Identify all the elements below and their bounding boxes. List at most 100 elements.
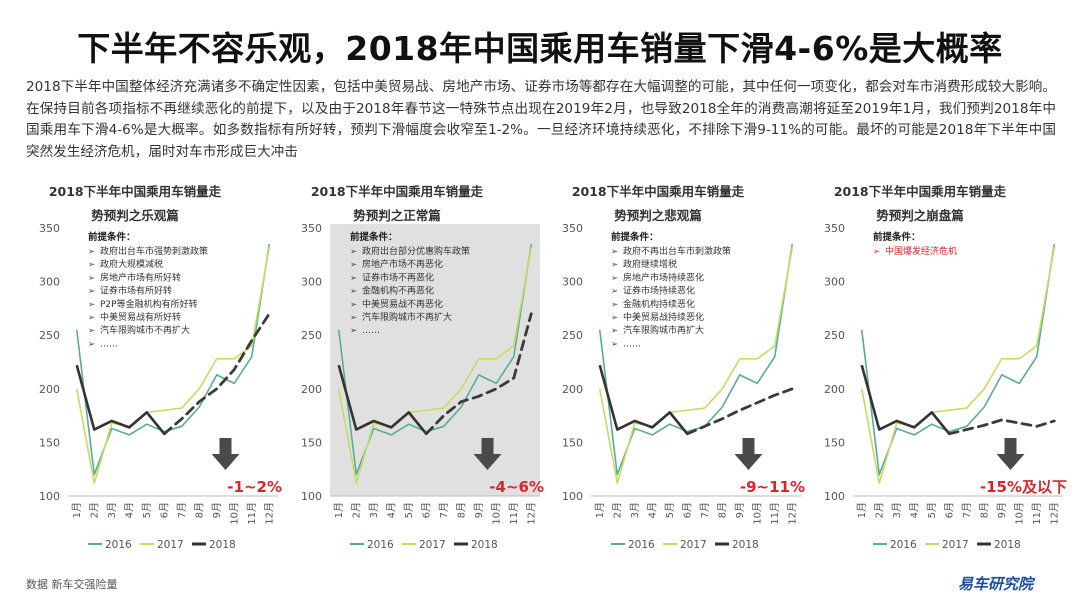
chart-0-x-tick-label: 12月: [263, 502, 275, 525]
chart-3-x-tick-label: 5月: [926, 502, 938, 518]
chart-3-series-line-2018: [860, 364, 951, 435]
chart-0-x-tick-label: 3月: [106, 502, 118, 518]
chart-0-y-tick-label: 350: [39, 222, 60, 235]
chart-0-legend-label: 2018: [209, 539, 236, 551]
chart-title-line2: 势预判之崩盘篇: [876, 208, 964, 223]
chart-1-x-tick-label: 11月: [508, 502, 520, 525]
chart-panel-pessimistic: 100 150 200 250 300 350 1月 2月 3月 4月 5月 6月 7月 8月 9月 10月 1…: [553, 178, 818, 558]
chart-1-premise-bullet: ➢: [350, 260, 357, 270]
chart-2-premise-item: ……: [623, 339, 641, 349]
chart-1-premise-bullet: ➢: [350, 273, 357, 283]
chart-1-premise-bullet: ➢: [350, 287, 357, 297]
chart-3-down-arrow-icon: [996, 438, 1025, 470]
chart-3-legend-label: 2018: [994, 539, 1021, 551]
chart-2-premise-item: 汽车限购城市再扩大: [623, 324, 704, 336]
chart-2-premise-bullet: ➢: [611, 326, 618, 336]
chart-2-premise-bullet: ➢: [611, 273, 618, 283]
chart-0-x-tick-label: 6月: [158, 502, 170, 518]
chart-3-legend-label: 2016: [890, 539, 917, 551]
chart-2-x-tick-label: 3月: [629, 502, 641, 518]
chart-0-x-tick-label: 4月: [123, 502, 135, 518]
chart-svg-optimistic: 100 150 200 250 300 350 1月 2月 3月 4月 5月 6月 7月 8月 9月 10月 1…: [39, 222, 282, 551]
chart-0-premise-bullet: ➢: [88, 260, 95, 270]
chart-2-series-line-2017: [598, 247, 794, 484]
chart-0-premise-bullet: ➢: [88, 300, 95, 310]
chart-0-premise-bullet: ➢: [88, 247, 95, 257]
chart-2-y-tick-label: 200: [562, 383, 583, 396]
chart-2-premise-item: 政府不再出台车市刺激政策: [623, 245, 731, 257]
chart-2-premise-bullet: ➢: [611, 300, 618, 310]
chart-1-series-line-2016: [337, 243, 533, 476]
chart-title-line2: 势预判之悲观篇: [614, 208, 702, 223]
chart-0-x-tick-label: 5月: [141, 502, 153, 518]
chart-title-normal: 2018下半年中国乘用车销量走 势预判之正常篇: [292, 180, 502, 228]
chart-2-premise-bullet: ➢: [611, 313, 618, 323]
chart-title-line2: 势预判之正常篇: [353, 208, 441, 223]
chart-title-line1: 2018下半年中国乘用车销量走: [833, 184, 1007, 199]
chart-3-result-label: -15%及以下: [980, 478, 1067, 496]
chart-0-y-tick-label: 100: [39, 490, 60, 503]
chart-1-down-arrow-icon: [473, 438, 502, 470]
chart-2-x-tick-label: 8月: [716, 502, 728, 518]
chart-title-line1: 2018下半年中国乘用车销量走: [571, 184, 745, 199]
chart-1-premise-item: 金融机构不再恶化: [362, 285, 434, 297]
chart-2-y-tick-label: 350: [562, 222, 583, 235]
chart-0-premise-item: 房地产市场有所好转: [100, 271, 181, 283]
chart-2-x-tick-label: 6月: [681, 502, 693, 518]
chart-1-x-tick-label: 10月: [490, 502, 502, 525]
chart-0-premise-bullet: ➢: [88, 339, 95, 349]
chart-3-y-tick-label: 350: [824, 222, 845, 235]
chart-1-y-tick-label: 100: [301, 490, 322, 503]
chart-svg-pessimistic: 100 150 200 250 300 350 1月 2月 3月 4月 5月 6月 7月 8月 9月 10月 1…: [562, 222, 805, 551]
chart-1-premise-item: ……: [362, 326, 380, 336]
chart-3-x-tick-label: 2月: [873, 502, 885, 518]
chart-0-x-tick-label: 2月: [88, 502, 100, 518]
chart-2-legend-label: 2017: [680, 539, 707, 551]
chart-0-forecast-line: [162, 312, 271, 436]
chart-3-series-line-2017: [860, 247, 1056, 484]
chart-2-x-tick-label: 12月: [786, 502, 798, 525]
chart-2-premise-bullet: ➢: [611, 287, 618, 297]
chart-2-x-tick-label: 1月: [594, 502, 606, 518]
data-source-note: 数据 新车交强险量: [26, 578, 118, 591]
chart-2-x-tick-label: 7月: [699, 502, 711, 518]
chart-1-x-tick-label: 12月: [525, 502, 537, 525]
chart-3-x-tick-label: 12月: [1048, 502, 1060, 525]
chart-1-premise-bullet: ➢: [350, 247, 357, 257]
chart-0-premise-item: ……: [100, 339, 118, 349]
chart-3-premise-label: 前提条件：: [873, 231, 921, 243]
chart-0-y-tick-label: 300: [39, 276, 60, 289]
chart-2-premise-item: 中美贸易战持续恶化: [623, 311, 704, 323]
chart-2-y-tick-label: 250: [562, 329, 583, 342]
chart-2-x-tick-label: 2月: [611, 502, 623, 518]
chart-1-y-tick-label: 150: [301, 436, 322, 449]
page-title: 下半年不容乐观，2018年中国乘用车销量下滑4-6%是大概率: [77, 29, 1003, 68]
chart-1-series-line-2017: [337, 247, 533, 484]
chart-2-result-label: -9~11%: [740, 478, 805, 496]
chart-2-forecast-line: [685, 387, 794, 436]
chart-2-premise-item: 房地产市场持续恶化: [623, 271, 704, 283]
chart-1-premise-bullet: ➢: [350, 326, 357, 336]
chart-3-x-tick-label: 6月: [943, 502, 955, 518]
chart-3-y-tick-label: 150: [824, 436, 845, 449]
chart-panel-optimistic: 100 150 200 250 300 350 1月 2月 3月 4月 5月 6月 7月 8月 9月 10月 1…: [30, 178, 295, 558]
chart-2-x-tick-label: 4月: [646, 502, 658, 518]
chart-1-y-tick-label: 250: [301, 329, 322, 342]
chart-1-premise-item: 汽车限购城市不再扩大: [362, 311, 452, 323]
chart-0-premise-item: 证券市场有所好转: [100, 285, 172, 297]
chart-0-premise-item: 汽车限购城市不再扩大: [100, 324, 190, 336]
chart-1-premise-item: 房地产市场不再恶化: [362, 258, 443, 270]
chart-1-x-tick-label: 8月: [455, 502, 467, 518]
chart-0-y-tick-label: 250: [39, 329, 60, 342]
chart-0-x-tick-label: 9月: [211, 502, 223, 518]
chart-3-x-tick-label: 3月: [891, 502, 903, 518]
chart-1-x-tick-label: 2月: [350, 502, 362, 518]
chart-1-x-tick-label: 6月: [420, 502, 432, 518]
chart-2-x-tick-label: 11月: [769, 502, 781, 525]
chart-0-series-line-2016: [75, 243, 271, 476]
chart-0-premise-item: 政府大规模减税: [100, 258, 163, 270]
chart-title-line1: 2018下半年中国乘用车销量走: [48, 184, 222, 199]
chart-1-x-tick-label: 5月: [403, 502, 415, 518]
chart-1-result-label: -4~6%: [489, 478, 544, 496]
chart-1-premise-bullet: ➢: [350, 300, 357, 310]
